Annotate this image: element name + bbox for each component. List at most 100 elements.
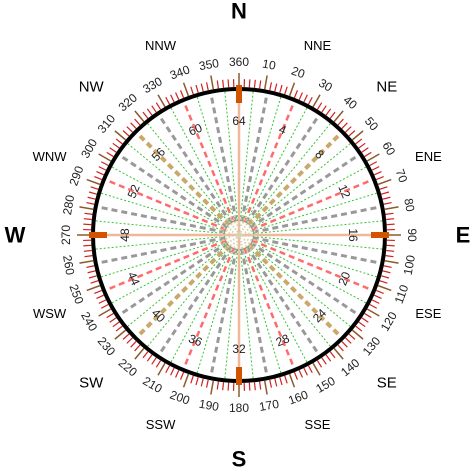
degree-tick bbox=[96, 294, 105, 299]
degree-tick bbox=[83, 223, 92, 226]
point-label-48: 48 bbox=[118, 228, 132, 242]
point-label-12: 12 bbox=[335, 183, 353, 201]
degree-tick bbox=[377, 284, 392, 292]
cardinal-markers bbox=[89, 85, 389, 385]
radial-line bbox=[239, 91, 254, 222]
degree-tick bbox=[175, 369, 180, 378]
radial-line bbox=[147, 245, 231, 347]
radial-line bbox=[240, 248, 269, 377]
degree-label-300: 300 bbox=[78, 136, 100, 161]
degree-label-60: 60 bbox=[379, 139, 398, 158]
degree-label-170: 170 bbox=[258, 397, 280, 414]
radial-line bbox=[147, 123, 231, 225]
radial-line bbox=[252, 205, 381, 234]
radial-line bbox=[127, 243, 229, 327]
radial-line bbox=[252, 192, 377, 232]
degree-tick bbox=[151, 105, 157, 113]
degree-tick bbox=[371, 166, 380, 171]
degree-tick bbox=[86, 201, 95, 205]
degree-tick bbox=[122, 130, 130, 137]
radial-line bbox=[182, 101, 235, 223]
point-label-52: 52 bbox=[125, 182, 143, 200]
degree-tick bbox=[222, 79, 225, 88]
degree-tick bbox=[130, 341, 137, 348]
degree-tick bbox=[115, 138, 123, 145]
degree-tick bbox=[200, 378, 204, 387]
point-label-44: 44 bbox=[125, 270, 143, 288]
radial-line bbox=[105, 239, 227, 292]
radial-line bbox=[182, 247, 235, 369]
degree-tick bbox=[182, 82, 190, 97]
center-ring bbox=[219, 215, 259, 255]
degree-tick bbox=[341, 122, 348, 129]
center-ring bbox=[228, 224, 250, 246]
degree-tick bbox=[379, 186, 388, 190]
degree-label-130: 130 bbox=[360, 334, 384, 359]
degree-label-310: 310 bbox=[95, 111, 119, 136]
degree-tick bbox=[180, 90, 185, 99]
degree-tick bbox=[373, 294, 382, 299]
radial-line bbox=[249, 143, 351, 227]
degree-tick bbox=[151, 357, 157, 365]
degree-tick bbox=[112, 142, 120, 149]
degree-tick bbox=[175, 92, 180, 101]
radial-line bbox=[247, 245, 331, 347]
degree-tick bbox=[134, 347, 145, 360]
degree-tick bbox=[200, 83, 204, 92]
radial-line bbox=[251, 239, 373, 292]
radial-line bbox=[111, 166, 227, 229]
degree-tick bbox=[210, 75, 215, 90]
degree-tick bbox=[248, 382, 251, 391]
degree-tick bbox=[84, 255, 93, 258]
degree-tick bbox=[316, 360, 323, 368]
degree-tick bbox=[303, 367, 308, 376]
degree-tick bbox=[165, 365, 171, 374]
degree-tick bbox=[348, 130, 356, 137]
center-ring bbox=[225, 221, 253, 249]
degree-tick bbox=[348, 333, 356, 340]
degree-tick bbox=[361, 317, 369, 323]
radial-line bbox=[95, 235, 226, 250]
degree-tick bbox=[90, 186, 99, 190]
degree-tick bbox=[307, 96, 313, 105]
point-label-32: 32 bbox=[232, 342, 246, 356]
degree-tick bbox=[386, 218, 395, 221]
degree-tick bbox=[190, 375, 194, 384]
degree-tick bbox=[90, 280, 99, 284]
degree-tick bbox=[109, 147, 117, 153]
degree-label-240: 240 bbox=[78, 309, 100, 334]
degree-tick bbox=[312, 94, 321, 108]
radial-line bbox=[224, 248, 239, 379]
degree-tick bbox=[385, 255, 394, 258]
degree-tick bbox=[182, 373, 190, 388]
degree-tick bbox=[369, 161, 378, 167]
degree-label-100: 100 bbox=[401, 254, 418, 276]
degree-tick bbox=[106, 312, 114, 319]
degree-tick bbox=[248, 79, 251, 88]
degree-label-20: 20 bbox=[289, 64, 307, 82]
degree-label-210: 210 bbox=[140, 374, 165, 396]
degree-tick bbox=[79, 206, 94, 211]
degree-tick bbox=[88, 191, 97, 195]
degree-tick bbox=[114, 130, 127, 141]
cardinal-label-n: N bbox=[231, 0, 247, 24]
center-ring bbox=[234, 230, 244, 240]
degree-tick bbox=[383, 201, 392, 205]
degree-tick bbox=[109, 317, 117, 323]
degree-tick bbox=[210, 380, 215, 395]
secondary-label-wsw: WSW bbox=[33, 306, 67, 321]
degree-tick bbox=[366, 308, 380, 317]
degree-tick bbox=[170, 367, 175, 376]
degree-label-290: 290 bbox=[66, 164, 86, 188]
degree-label-250: 250 bbox=[66, 282, 86, 306]
degree-label-320: 320 bbox=[116, 90, 141, 114]
radial-line bbox=[127, 143, 229, 227]
intercardinal-label-ne: NE bbox=[376, 79, 397, 96]
degree-tick bbox=[142, 111, 149, 119]
degree-tick bbox=[371, 299, 380, 304]
degree-tick bbox=[222, 382, 225, 391]
degree-tick bbox=[205, 379, 209, 388]
degree-tick bbox=[114, 329, 127, 340]
degree-tick bbox=[329, 351, 336, 359]
degree-tick bbox=[293, 90, 298, 99]
